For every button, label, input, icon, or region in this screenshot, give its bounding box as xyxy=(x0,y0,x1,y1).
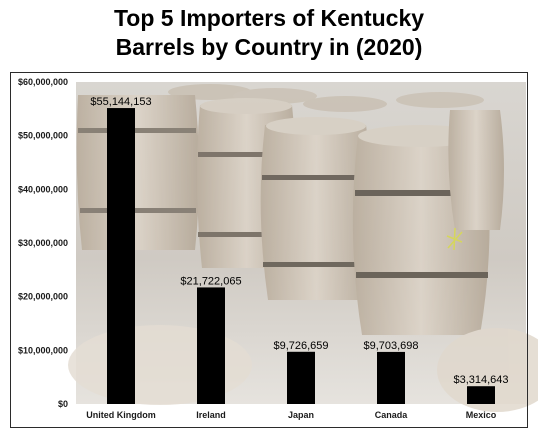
data-label: $55,144,153 xyxy=(90,96,151,108)
y-tick-label: $20,000,000 xyxy=(18,292,68,302)
data-label: $21,722,065 xyxy=(180,275,241,287)
background-photo xyxy=(68,82,538,412)
chart-title: Top 5 Importers of Kentucky Barrels by C… xyxy=(0,4,538,62)
y-tick-label: $0 xyxy=(58,399,68,409)
bars xyxy=(107,108,495,404)
data-label: $3,314,643 xyxy=(453,374,508,386)
y-tick-label: $40,000,000 xyxy=(18,184,68,194)
y-tick-label: $50,000,000 xyxy=(18,131,68,141)
data-label: $9,703,698 xyxy=(363,340,418,352)
category-label: United Kingdom xyxy=(86,410,156,420)
y-tick-label: $10,000,000 xyxy=(18,345,68,355)
bar xyxy=(467,386,495,404)
data-label: $9,726,659 xyxy=(273,340,328,352)
bar xyxy=(107,108,135,404)
chart-title-line-1: Top 5 Importers of Kentucky xyxy=(113,5,425,31)
y-axis-ticks: $0 $10,000,000 $20,000,000 $30,000,000 $40,0… xyxy=(18,77,68,409)
bar xyxy=(197,287,225,404)
y-tick-label: $60,000,000 xyxy=(18,77,68,87)
category-label: Ireland xyxy=(196,410,226,420)
bar xyxy=(377,351,405,404)
category-label: Japan xyxy=(288,410,314,420)
chart-title-line-2: Barrels by Country in (2020) xyxy=(115,34,423,60)
category-label: Canada xyxy=(375,410,409,420)
category-labels: United Kingdom Ireland Japan Canada Mexico xyxy=(86,410,497,420)
y-tick-label: $30,000,000 xyxy=(18,238,68,248)
chart-frame xyxy=(10,72,528,428)
data-labels: $55,144,153 $21,722,065 $9,726,659 $9,703,6… xyxy=(90,96,508,386)
bar xyxy=(287,351,315,404)
category-label: Mexico xyxy=(466,410,497,420)
